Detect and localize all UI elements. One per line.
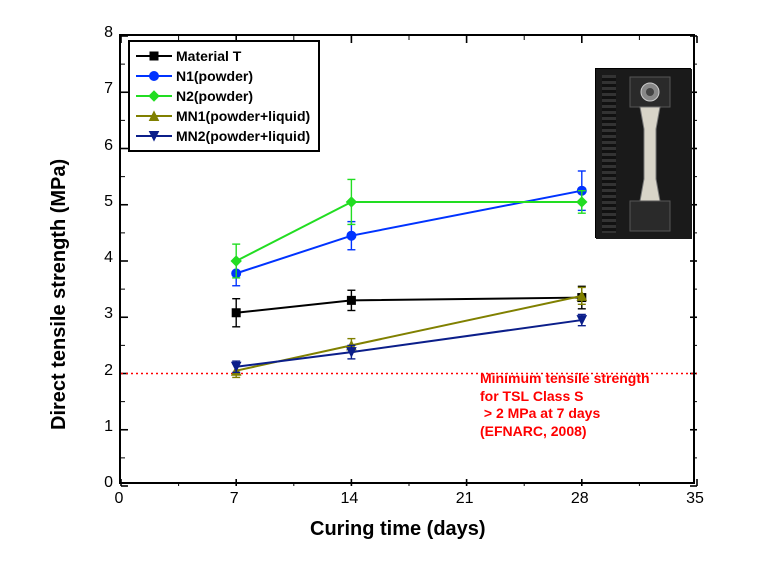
legend-item: MN1(powder+liquid) <box>136 106 310 126</box>
y-tick-label: 6 <box>91 137 113 155</box>
legend-label: N2(powder) <box>176 88 253 104</box>
legend-label: MN2(powder+liquid) <box>176 128 310 144</box>
legend-label: N1(powder) <box>176 68 253 84</box>
x-tick-label: 21 <box>455 490 475 508</box>
legend-label: MN1(powder+liquid) <box>176 108 310 124</box>
inset-photo <box>595 68 691 238</box>
y-tick-label: 0 <box>91 474 113 492</box>
x-axis-label: Curing time (days) <box>310 518 486 541</box>
x-tick-label: 28 <box>570 490 590 508</box>
legend: Material T N1(powder) N2(powder) MN1(powder… <box>128 40 320 152</box>
chart-container: Direct tensile strength (MPa) Curing tim… <box>0 0 779 567</box>
y-tick-label: 7 <box>91 80 113 98</box>
legend-item: N1(powder) <box>136 66 310 86</box>
legend-item: Material T <box>136 46 310 66</box>
x-tick-label: 7 <box>224 490 244 508</box>
x-tick-label: 35 <box>685 490 705 508</box>
legend-label: Material T <box>176 48 241 64</box>
x-tick-label: 14 <box>339 490 359 508</box>
y-tick-label: 3 <box>91 305 113 323</box>
y-tick-label: 4 <box>91 249 113 267</box>
y-axis-label: Direct tensile strength (MPa) <box>48 159 71 430</box>
x-tick-label: 0 <box>109 490 129 508</box>
legend-item: N2(powder) <box>136 86 310 106</box>
y-tick-label: 1 <box>91 418 113 436</box>
annotation-text: Minimum tensile strengthfor TSL Class S … <box>480 370 650 440</box>
y-tick-label: 2 <box>91 362 113 380</box>
y-tick-label: 8 <box>91 24 113 42</box>
legend-item: MN2(powder+liquid) <box>136 126 310 146</box>
y-tick-label: 5 <box>91 193 113 211</box>
